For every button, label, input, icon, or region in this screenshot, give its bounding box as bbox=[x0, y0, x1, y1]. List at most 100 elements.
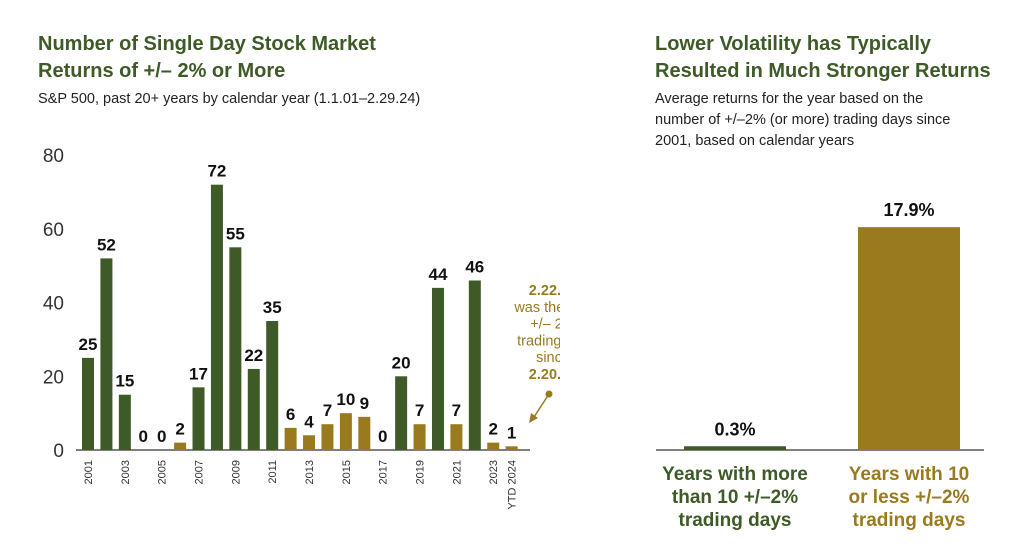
bar bbox=[395, 376, 408, 450]
bar-value-label: 22 bbox=[244, 346, 263, 365]
y-tick-label: 60 bbox=[43, 220, 64, 241]
bar bbox=[684, 446, 786, 450]
bar-value-label: 6 bbox=[286, 405, 295, 424]
bar bbox=[468, 280, 481, 450]
y-tick-label: 40 bbox=[43, 294, 64, 315]
x-tick-label: 2021 bbox=[451, 460, 463, 484]
x-tick-label: YTD 2024 bbox=[507, 460, 519, 510]
bar bbox=[118, 394, 131, 450]
annotation-line: 2.22.24 bbox=[529, 283, 560, 299]
annotation-line: since bbox=[536, 350, 560, 366]
bar-value-label: 10 bbox=[336, 390, 355, 409]
x-tick-label: 2003 bbox=[120, 460, 132, 484]
bar-value-label: 25 bbox=[79, 335, 98, 354]
bar bbox=[505, 446, 518, 450]
bar bbox=[413, 424, 426, 450]
annotation-arrow-dot bbox=[545, 390, 553, 398]
bar-value-label: 52 bbox=[97, 235, 116, 254]
left-chart-title: Number of Single Day Stock Market Return… bbox=[38, 31, 376, 85]
right-subtitle-line-1: Average returns for the year based on th… bbox=[655, 91, 924, 107]
bar bbox=[82, 357, 94, 450]
left-chart-subtitle: S&P 500, past 20+ years by calendar year… bbox=[38, 91, 421, 107]
bar-value-label: 0 bbox=[378, 427, 387, 446]
bar-value-label: 9 bbox=[360, 394, 369, 413]
bar-value-label: 15 bbox=[115, 372, 134, 391]
bar-value-label: 7 bbox=[415, 401, 424, 420]
right-chart-title: Lower Volatility has Typically Resulted … bbox=[655, 31, 991, 85]
bar bbox=[303, 435, 316, 450]
left-x-tick-labels: 2001 2003 2005 2007 2009 2011 2013 2015 2017 2019… bbox=[83, 460, 519, 510]
bar bbox=[858, 227, 960, 450]
x-tick-label: 2007 bbox=[194, 460, 206, 484]
left-bars bbox=[82, 184, 518, 450]
bar-value-label: 2 bbox=[175, 420, 184, 439]
y-tick-label: 20 bbox=[43, 367, 64, 388]
bar-value-label: 7 bbox=[452, 401, 461, 420]
right-subtitle-line-2: number of +/–2% (or more) trading days s… bbox=[655, 112, 951, 128]
bar-value-label: 1 bbox=[507, 423, 516, 442]
bar-value-label: 7 bbox=[323, 401, 332, 420]
x-tick-label: 2009 bbox=[230, 460, 242, 484]
annotation-line: 2.20.23 bbox=[529, 367, 560, 383]
right-title-line-2: Resulted in Much Stronger Returns bbox=[655, 60, 991, 82]
bar-value-label: 2 bbox=[489, 420, 498, 439]
right-subtitle-line-3: 2001, based on calendar years bbox=[655, 133, 855, 149]
right-chart-subtitle: Average returns for the year based on th… bbox=[655, 89, 950, 152]
bar-value-label: 55 bbox=[226, 224, 245, 243]
bar bbox=[487, 442, 500, 450]
annotation-arrow-line bbox=[533, 393, 550, 418]
bar bbox=[450, 424, 463, 450]
x-tick-label: 2013 bbox=[304, 460, 316, 484]
bar bbox=[174, 442, 187, 450]
bar-value-label: 20 bbox=[392, 353, 411, 372]
annotation-line: trading day bbox=[517, 333, 560, 349]
bar-value-label: 17 bbox=[189, 364, 208, 383]
x-tick-label: 2015 bbox=[341, 460, 353, 484]
bar bbox=[210, 184, 223, 450]
x-tick-label: 2011 bbox=[267, 460, 279, 484]
bar bbox=[266, 321, 279, 450]
bar bbox=[229, 247, 242, 450]
category-label-line: trading days bbox=[679, 510, 792, 531]
bar-value-label: 17.9% bbox=[883, 200, 934, 220]
x-tick-label: 2001 bbox=[83, 460, 95, 484]
category-label-line: or less +/–2% bbox=[849, 487, 970, 508]
bar bbox=[192, 387, 205, 450]
bar-value-label: 44 bbox=[429, 265, 448, 284]
left-title-line-2: Returns of +/– 2% or More bbox=[38, 60, 286, 82]
bar bbox=[431, 287, 444, 450]
left-title-line-1: Number of Single Day Stock Market bbox=[38, 33, 376, 55]
bar bbox=[358, 416, 371, 450]
left-y-ticks: 0 20 40 60 80 bbox=[43, 146, 64, 462]
bar-value-label: 0.3% bbox=[714, 419, 755, 439]
bar-value-label: 46 bbox=[465, 257, 484, 276]
bar-value-label: 72 bbox=[207, 162, 226, 181]
annotation-line: was the first bbox=[513, 300, 560, 316]
x-tick-label: 2005 bbox=[157, 460, 169, 484]
x-tick-label: 2019 bbox=[415, 460, 427, 484]
y-tick-label: 0 bbox=[53, 441, 64, 462]
bar-value-label: 0 bbox=[157, 427, 166, 446]
bar-value-label: 35 bbox=[263, 298, 282, 317]
category-label-line: Years with 10 bbox=[849, 464, 969, 485]
bar bbox=[284, 427, 297, 450]
bar bbox=[247, 368, 260, 450]
bar-value-label: 0 bbox=[139, 427, 148, 446]
annotation-line: +/– 2% bbox=[530, 317, 560, 333]
category-label-line: than 10 +/–2% bbox=[672, 487, 798, 508]
category-label-line: Years with more bbox=[662, 464, 808, 485]
left-annotation: 2.22.24was the first+/– 2%trading daysin… bbox=[513, 283, 560, 383]
bar-value-label: 4 bbox=[304, 412, 314, 431]
bar bbox=[321, 424, 334, 450]
right-title-line-1: Lower Volatility has Typically bbox=[655, 33, 932, 55]
bar bbox=[339, 413, 352, 450]
bar bbox=[100, 258, 113, 450]
y-tick-label: 80 bbox=[43, 146, 64, 167]
annotation-arrow-head bbox=[529, 413, 538, 423]
x-tick-label: 2023 bbox=[488, 460, 500, 484]
category-label-line: trading days bbox=[853, 510, 966, 531]
